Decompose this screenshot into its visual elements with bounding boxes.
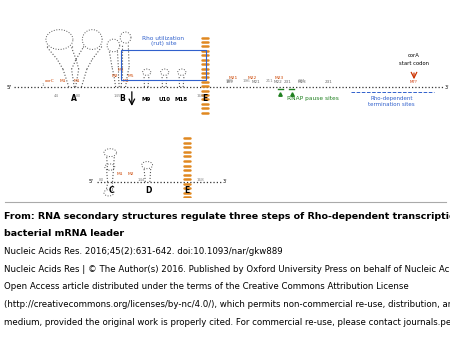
Text: M18: M18 (175, 97, 188, 102)
Text: D: D (145, 186, 152, 195)
Text: From: RNA secondary structures regulate three steps of Rho-dependent transcripti: From: RNA secondary structures regulate … (4, 212, 450, 221)
Text: 189: 189 (225, 79, 234, 83)
Text: 196: 196 (243, 79, 251, 83)
Text: M23: M23 (297, 80, 306, 84)
Text: Nucleic Acids Res. 2016;45(2):631-642. doi:10.1093/nar/gkw889: Nucleic Acids Res. 2016;45(2):631-642. d… (4, 247, 283, 256)
Text: bacterial mRNA leader: bacterial mRNA leader (4, 230, 125, 238)
Text: 80: 80 (76, 94, 81, 98)
Text: Rho-dependent: Rho-dependent (370, 96, 413, 101)
Text: (http://creativecommons.org/licenses/by-nc/4.0/), which permits non-commercial r: (http://creativecommons.org/licenses/by-… (4, 300, 450, 309)
Text: M1: M1 (60, 79, 66, 83)
Text: M5: M5 (128, 74, 134, 78)
Text: M1: M1 (117, 172, 123, 176)
Text: 1: 1 (41, 83, 44, 87)
Text: 231: 231 (297, 79, 306, 83)
Text: 3': 3' (445, 84, 449, 90)
Text: M1: M1 (73, 79, 80, 83)
Text: M22: M22 (274, 80, 283, 84)
Text: corA: corA (408, 53, 420, 58)
Text: 5': 5' (88, 179, 93, 185)
Text: medium, provided the original work is properly cited. For commercial re-use, ple: medium, provided the original work is pr… (4, 318, 450, 327)
Text: M4: M4 (123, 79, 129, 83)
Text: 231: 231 (324, 80, 333, 84)
Text: Open Access article distributed under the terms of the Creative Commons Attribut: Open Access article distributed under th… (4, 283, 409, 291)
Text: M23: M23 (274, 76, 284, 80)
Text: 211: 211 (266, 79, 274, 83)
Text: 144: 144 (138, 178, 145, 182)
Text: M22: M22 (248, 76, 256, 80)
Text: M21: M21 (229, 76, 238, 80)
Text: 168: 168 (196, 94, 204, 98)
Text: 80: 80 (99, 178, 104, 182)
Text: 189: 189 (225, 80, 234, 84)
Text: 44: 44 (54, 94, 59, 98)
Text: M2: M2 (112, 74, 118, 78)
Text: M3: M3 (118, 68, 124, 72)
Text: E: E (184, 186, 189, 195)
Text: M21: M21 (251, 80, 260, 84)
Text: termination sites: termination sites (368, 102, 415, 107)
Text: start codon: start codon (399, 61, 429, 66)
Text: U10: U10 (158, 97, 170, 102)
Text: B: B (119, 94, 125, 103)
Text: corC: corC (45, 79, 54, 83)
Text: RNAP pause sites: RNAP pause sites (287, 96, 339, 101)
Text: 3': 3' (223, 179, 227, 185)
Text: C: C (109, 186, 114, 195)
Text: Rho utilization
(rut) site: Rho utilization (rut) site (142, 36, 184, 46)
Text: A: A (71, 94, 77, 103)
Text: M9: M9 (142, 97, 151, 102)
Text: M??: M?? (410, 80, 418, 84)
Text: Nucleic Acids Res | © The Author(s) 2016. Published by Oxford University Press o: Nucleic Acids Res | © The Author(s) 2016… (4, 265, 450, 274)
Text: M2: M2 (127, 172, 134, 176)
Text: 5': 5' (6, 84, 11, 90)
Text: 231: 231 (284, 80, 292, 84)
Text: 145: 145 (114, 94, 121, 98)
Text: E: E (202, 94, 207, 103)
Text: 168: 168 (196, 178, 204, 182)
